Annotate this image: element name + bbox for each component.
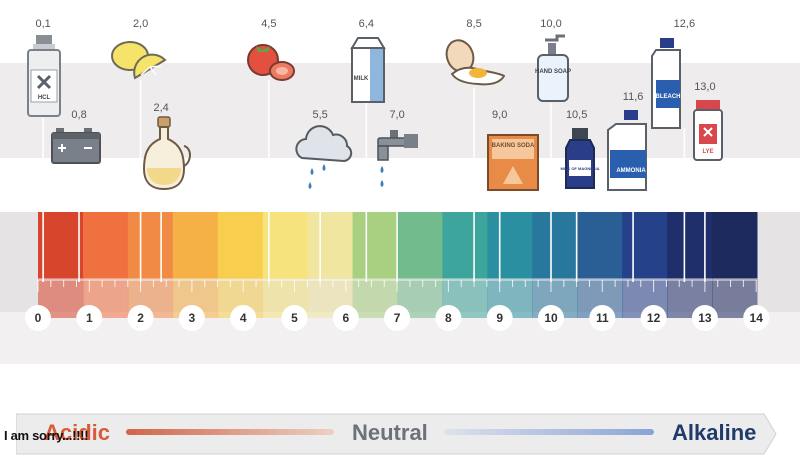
ph-value-label: 12,6 [674, 18, 695, 30]
car-battery-icon [51, 128, 101, 164]
ammonia-bottle-icon: AMMONIA [607, 110, 647, 191]
scale-segment [82, 212, 129, 278]
ph-value-label: 10,5 [566, 109, 587, 121]
tick-label: 1 [86, 311, 93, 325]
tick-label: 0 [35, 311, 42, 325]
tick-label: 9 [496, 311, 503, 325]
scale-segment [38, 212, 84, 278]
baking-soda-icon: BAKING SODA [487, 134, 539, 191]
baking-soda-label: BAKING SODA [492, 143, 535, 149]
ph-value-label: 10,0 [540, 18, 561, 30]
tick-label: 6 [342, 311, 349, 325]
tick-circle [743, 305, 770, 331]
egg-icon [445, 39, 506, 86]
tick-label: 11 [596, 311, 609, 325]
tick-label: 12 [647, 311, 661, 325]
tick-label: 5 [291, 311, 298, 325]
scale-segment [172, 212, 219, 278]
ph-value-label: 8,5 [466, 18, 481, 30]
milk-of-magnesia-label: MILK OF MAGNESIA [560, 166, 599, 171]
bleach-bottle-icon: BLEACH [651, 38, 681, 129]
ph-value-label: 9,0 [492, 109, 507, 121]
milk-carton-icon: MILK [350, 37, 386, 103]
acidic-gradient-line [126, 429, 334, 435]
rain-cloud-icon [295, 125, 353, 189]
tick-label: 8 [445, 311, 452, 325]
alkaline-gradient-line [444, 429, 654, 435]
tick-label: 13 [698, 311, 712, 325]
tick-circle [486, 305, 513, 331]
ph-value-label: 7,0 [389, 109, 404, 121]
scale-segment [397, 212, 443, 278]
water-tap-icon [377, 130, 418, 187]
ph-value-label: 2,0 [133, 18, 148, 30]
scale-segment [307, 212, 354, 278]
neutral-label: Neutral [352, 420, 428, 445]
ammonia-label: AMMONIA [616, 168, 646, 174]
scale-segment [217, 212, 264, 278]
ph-value-label: 5,5 [313, 109, 328, 121]
tick-label: 2 [137, 311, 144, 325]
tick-circle [538, 305, 564, 331]
overlay-caption: I am sorry...!!!! [4, 428, 89, 443]
hand-soap-label: HAND SOAP [535, 69, 571, 75]
ph-value-label: 6,4 [359, 18, 374, 30]
tick-circle [25, 305, 51, 331]
tick-circle [178, 305, 205, 331]
scale-segment [712, 212, 758, 278]
tick-circle [691, 305, 718, 331]
tick-circle [640, 305, 667, 331]
lye-label: LYE [702, 149, 713, 155]
tomato-icon [247, 44, 295, 81]
hand-soap-icon: HAND SOAP [535, 34, 571, 102]
scale-segment [577, 212, 623, 278]
milk-label: MILK [354, 76, 369, 82]
scale-segment [667, 212, 713, 278]
ph-value-label: 4,5 [261, 18, 276, 30]
tick-circle [332, 305, 359, 331]
tick-label: 14 [750, 311, 764, 325]
tick-circle [435, 305, 462, 331]
tick-circle [589, 305, 616, 331]
vinegar-bottle-icon [142, 116, 191, 191]
lye-container-icon: LYE [693, 100, 723, 161]
hcl-bottle-icon: HCL [27, 35, 61, 117]
ph-value-label: 2,4 [153, 102, 168, 114]
acidic-label: Acidic [44, 420, 111, 445]
lemon-icon [111, 41, 167, 80]
bleach-label: BLEACH [656, 94, 681, 100]
scale-segment [442, 212, 488, 278]
acid-alkaline-legend-bar [16, 413, 777, 455]
tick-circle [127, 305, 154, 331]
ph-value-label: 11,6 [623, 91, 644, 103]
scale-segment [262, 212, 309, 278]
scale-segment [352, 212, 398, 278]
tick-circle [384, 305, 411, 331]
scale-segment [487, 212, 533, 278]
scale-segment [127, 212, 174, 278]
tick-label: 4 [240, 311, 247, 325]
tick-circle [281, 305, 308, 331]
scale-segment [532, 212, 578, 278]
tick-circle [76, 305, 103, 331]
ph-value-label: 13,0 [694, 81, 715, 93]
tick-label: 7 [394, 311, 401, 325]
ph-value-label: 0,8 [71, 109, 86, 121]
tick-label: 3 [189, 311, 196, 325]
milk-of-magnesia-icon: MILK OF MAGNESIA [560, 128, 600, 189]
ph-value-label: 0,1 [35, 18, 50, 30]
scale-segment [622, 212, 668, 278]
hcl-label: HCL [38, 95, 51, 101]
tick-circle [230, 305, 257, 331]
alkaline-label: Alkaline [672, 420, 757, 445]
tick-label: 10 [544, 311, 558, 325]
